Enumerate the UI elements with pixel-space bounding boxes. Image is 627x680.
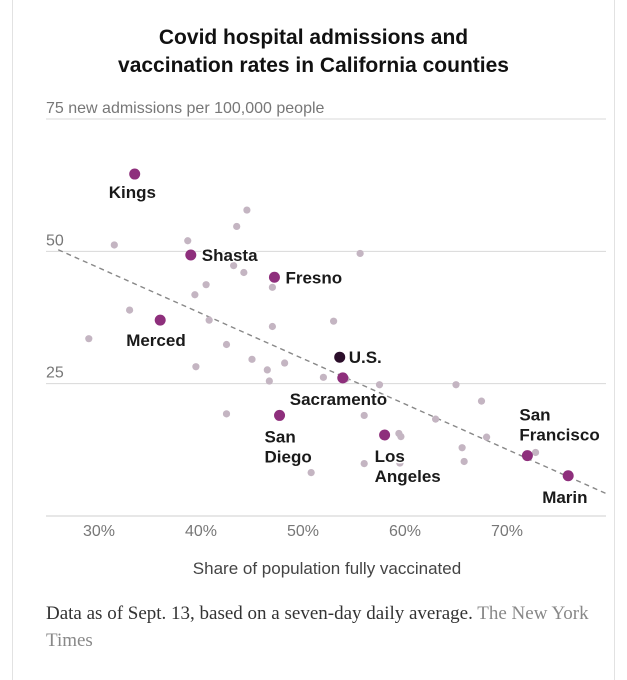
label-marin: Marin [542,488,587,507]
county-point [397,433,405,441]
label-san-francisco: San Francisco [519,406,599,445]
y-tick-label: 75 new admissions per 100,000 people [46,100,325,117]
label-line: San [519,406,550,425]
county-point [458,444,466,452]
trend-line [57,249,610,496]
county-point [110,241,118,249]
label-line: Sacramento [290,390,387,409]
county-point [281,359,289,367]
county-point [205,316,213,324]
label-kings: Kings [109,183,156,202]
county-point [319,373,327,381]
label-line: Francisco [519,426,599,445]
chart-title-line-1: Covid hospital admissions and [158,26,469,49]
county-point [126,306,134,314]
label-fresno: Fresno [285,268,342,287]
county-point [191,291,199,299]
label-sacramento: Sacramento [290,390,387,409]
county-point [360,459,368,468]
label-line: Marin [542,488,587,507]
point-u-s [334,351,346,363]
label-line: Shasta [202,246,258,265]
county-point [307,468,315,477]
scatter-chart: 75 new admissions per 100,000 people 50 25… [46,100,610,578]
chart-title-line-2: vaccination rates in California counties [118,54,509,77]
county-point [531,448,540,457]
footnote: Data as of Sept. 13, based on a seven-da… [46,600,606,654]
county-point [265,377,273,385]
county-point [192,363,200,371]
county-point [356,249,364,258]
county-point [360,411,368,420]
label-merced: Merced [126,331,186,350]
grid-layer: 75 new admissions per 100,000 people 50 25… [46,100,606,540]
label-line: Diego [265,447,312,466]
label-los-angeles: Los Angeles [375,447,441,486]
y-tick-label: 25 [46,365,64,382]
county-point [85,335,93,343]
label-line: U.S. [349,348,382,367]
county-point [452,381,460,389]
county-point [432,415,440,423]
county-point [477,397,486,405]
point-sacramento [337,372,349,384]
chart-title: Covid hospital admissions and vaccinatio… [0,24,627,80]
county-point [202,281,210,289]
point-fresno [268,271,280,283]
source-credit: The New York Times [46,603,589,651]
point-san-francisco [521,450,533,462]
points-layer [85,168,574,482]
label-line: Angeles [375,467,441,486]
county-point [233,222,241,231]
labels-layer: Kings Shasta Fresno Merced U.S. Sacramento San… [107,182,601,509]
county-point [240,268,248,277]
label-u-s: U.S. [349,348,382,367]
county-point [268,283,276,291]
label-line: Kings [109,183,156,202]
trend-layer [57,249,610,496]
label-shasta: Shasta [202,246,258,265]
county-point [222,340,231,349]
county-point [483,433,491,441]
county-point [396,459,404,467]
chart-card [12,0,615,680]
county-point [222,410,231,418]
x-tick-label: 40% [185,523,217,540]
county-point [375,381,384,389]
y-tick-label: 50 [46,232,64,249]
label-line: Merced [126,331,186,350]
county-point [243,206,251,214]
x-tick-label: 30% [83,523,115,540]
x-tick-label: 50% [287,523,319,540]
point-merced [154,314,166,326]
county-point [230,262,238,270]
x-tick-label: 70% [491,523,523,540]
point-kings [129,168,141,180]
label-san-diego: San Diego [265,427,312,466]
county-point [330,317,338,325]
county-point [184,237,192,245]
label-line: San [265,427,296,446]
label-line: Fresno [285,268,342,287]
point-marin [562,470,574,482]
label-line: Los [375,447,405,466]
county-point [248,355,256,363]
footnote-text: Data as of Sept. 13, based on a seven-da… [46,603,473,624]
point-los-angeles [379,429,391,441]
point-shasta [185,249,197,261]
county-point [268,322,276,331]
county-point [460,457,468,466]
county-point [263,366,271,374]
point-san-diego [274,409,286,421]
x-tick-label: 60% [389,523,421,540]
x-axis-title: Share of population fully vaccinated [193,559,461,578]
